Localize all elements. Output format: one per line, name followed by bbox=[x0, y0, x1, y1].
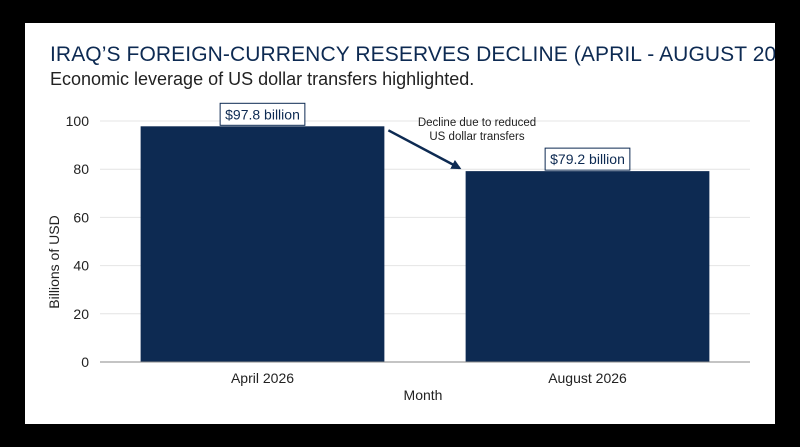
y-tick-label: 80 bbox=[73, 161, 89, 177]
annotation-text: Decline due to reduced bbox=[418, 117, 536, 129]
data-label-1: $97.8 billion bbox=[219, 102, 306, 126]
y-tick-label: 0 bbox=[81, 354, 89, 370]
chart-subtitle: Economic leverage of US dollar transfers… bbox=[50, 69, 474, 89]
bar-1 bbox=[140, 126, 385, 362]
y-tick-label: 40 bbox=[73, 258, 89, 274]
chart-panel: IRAQ’S FOREIGN-CURRENCY RESERVES DECLINE… bbox=[25, 23, 775, 424]
x-tick-label: August 2026 bbox=[548, 370, 627, 386]
x-axis-ticks: April 2026 August 2026 bbox=[231, 370, 627, 386]
y-tick-label: 60 bbox=[73, 209, 89, 225]
data-label-2: $79.2 billion bbox=[544, 147, 631, 171]
chart-title: IRAQ’S FOREIGN-CURRENCY RESERVES DECLINE… bbox=[50, 43, 775, 66]
y-tick-label: 100 bbox=[66, 113, 90, 129]
data-label-text: $97.8 billion bbox=[225, 106, 300, 122]
y-axis-title: Billions of USD bbox=[46, 215, 62, 308]
bars bbox=[140, 126, 710, 362]
bar-2 bbox=[465, 171, 710, 362]
annotation-arrow bbox=[387, 129, 462, 170]
annotation-text: US dollar transfers bbox=[429, 131, 524, 143]
data-label-text: $79.2 billion bbox=[550, 151, 625, 167]
annotation: Decline due to reduced US dollar transfer… bbox=[387, 117, 536, 170]
x-axis-title: Month bbox=[404, 387, 443, 403]
data-labels: $97.8 billion $79.2 billion bbox=[219, 102, 631, 171]
y-tick-label: 20 bbox=[73, 306, 89, 322]
bar-chart: IRAQ’S FOREIGN-CURRENCY RESERVES DECLINE… bbox=[46, 43, 775, 403]
y-axis-ticks: 0 20 40 60 80 100 bbox=[66, 113, 90, 370]
data-label-box bbox=[544, 147, 631, 171]
x-tick-label: April 2026 bbox=[231, 370, 294, 386]
data-label-box bbox=[219, 102, 306, 126]
